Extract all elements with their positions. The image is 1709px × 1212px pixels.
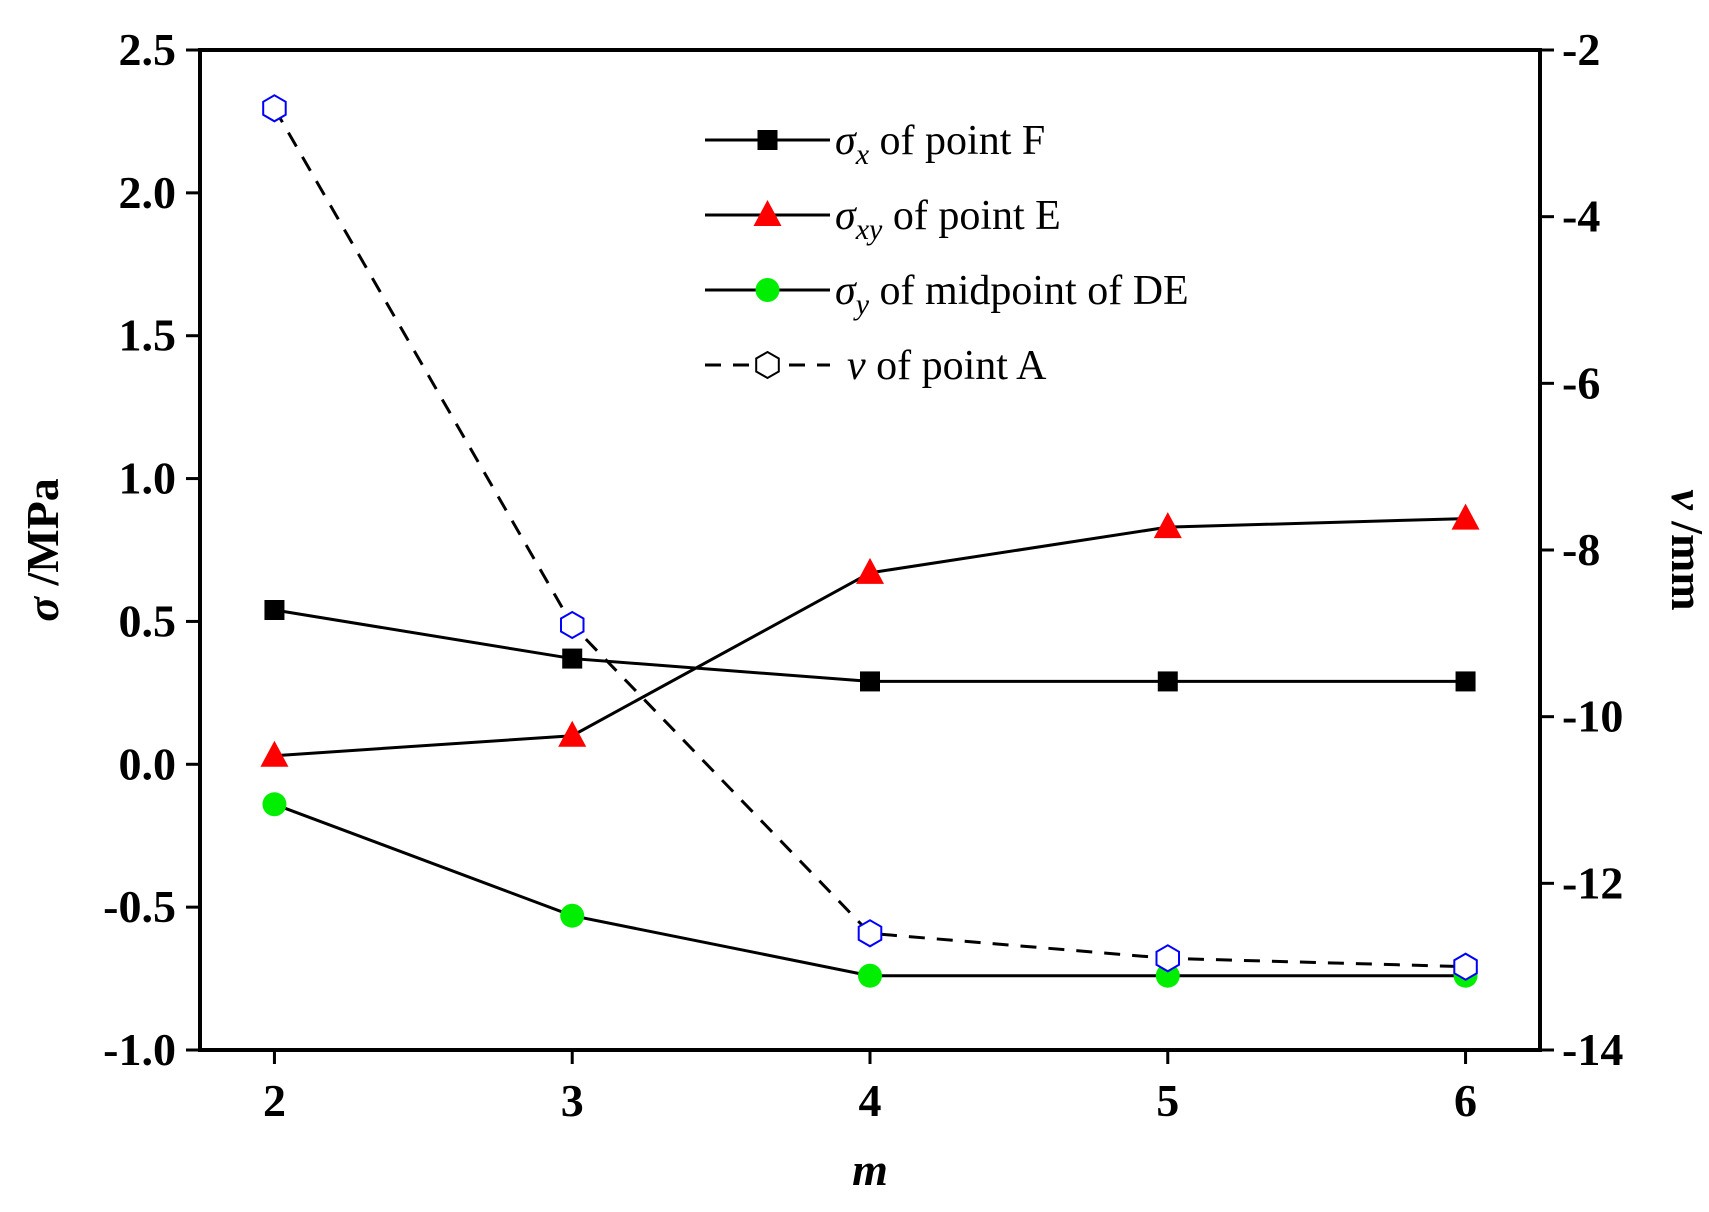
left-tick-label: 2.5: [119, 24, 177, 75]
series-0-point: [1157, 671, 1178, 692]
legend-subscript: y: [853, 288, 870, 321]
legend-symbol: σ: [835, 268, 858, 314]
left-axis-title: σ /MPa: [17, 478, 68, 622]
right-axis-title: v /mm: [1662, 489, 1709, 610]
series-3-point: [857, 919, 883, 948]
series-3-point: [560, 610, 585, 640]
axis-ticks-layer: 2 3 4 5 6 -1.0 -0.5 0.0 0.5 1.0 1.5 2.0 2.5 -14 -12 -10…: [103, 24, 1623, 1126]
series-0-point: [1455, 671, 1476, 692]
x-tick-label: 6: [1454, 1075, 1477, 1126]
right-tick-label: -14: [1562, 1024, 1623, 1075]
right-tick-label: -10: [1562, 691, 1623, 742]
legend-marker-0: [757, 130, 778, 150]
left-tick-label: 0.5: [119, 595, 177, 646]
series-line-2: [273, 802, 1466, 978]
right-tick-label: -4: [1562, 191, 1600, 242]
series-0-point: [562, 648, 583, 669]
legend-subscript: x: [855, 138, 870, 171]
series-2-point: [560, 903, 585, 928]
right-tick-label: -2: [1562, 24, 1600, 75]
right-axis-unit: /mm: [1662, 510, 1709, 611]
right-axis-symbol: v: [1662, 489, 1709, 510]
series-3-point: [1453, 952, 1478, 981]
series-2-point: [262, 792, 287, 817]
series-line-1: [274, 517, 1466, 758]
series-0-point: [264, 600, 285, 620]
x-tick-label: 4: [859, 1075, 882, 1126]
series-1-point: [558, 720, 587, 747]
left-axis-symbol: σ: [17, 596, 68, 622]
legend-label-3: v of point A: [847, 343, 1047, 389]
legend-label-0: σx of point F: [835, 118, 1045, 171]
legend-marker-2: [755, 278, 780, 302]
legend-marker-3: [755, 350, 780, 380]
legend-label-1: σxy of point E: [835, 193, 1061, 246]
series-layer: [260, 94, 1480, 988]
right-tick-label: -8: [1562, 524, 1600, 575]
legend-text-rest: of point F: [869, 118, 1045, 164]
series-3-point: [262, 94, 287, 123]
x-axis-title: m: [852, 1144, 888, 1195]
series-1-point: [1451, 503, 1480, 530]
series-1-point: [260, 740, 289, 767]
left-axis-unit: /MPa: [17, 478, 68, 597]
series-3-point: [1155, 944, 1180, 973]
right-tick-label: -12: [1562, 857, 1623, 908]
legend-symbol: σ: [835, 193, 858, 239]
series-2-point: [1155, 963, 1180, 988]
series-2-point: [858, 963, 882, 988]
legend-text-rest: of point E: [882, 193, 1060, 239]
left-tick-label: 1.0: [119, 453, 177, 504]
x-tick-label: 3: [561, 1075, 584, 1126]
legend-label-2: σy of midpoint of DE: [835, 268, 1189, 321]
plot-frame: [198, 48, 1542, 1052]
left-tick-label: -1.0: [103, 1024, 176, 1075]
legend-marker-1: [753, 200, 782, 226]
left-tick-label: 1.5: [119, 310, 177, 361]
left-tick-label: 2.0: [119, 167, 177, 218]
legend-text-rest: of midpoint of DE: [869, 268, 1189, 314]
legend-text-rest: of point A: [866, 343, 1048, 389]
legend-symbol: v: [847, 343, 866, 389]
series-line-3: [273, 107, 1466, 969]
x-tick-label: 2: [263, 1075, 286, 1126]
left-tick-label: 0.0: [119, 738, 177, 789]
x-tick-label: 5: [1156, 1075, 1179, 1126]
series-1-point: [1153, 512, 1182, 539]
series-0-point: [860, 671, 880, 692]
legend-symbol: σ: [835, 118, 858, 164]
right-tick-label: -6: [1562, 357, 1600, 408]
series-line-0: [274, 608, 1466, 683]
series-1-point: [856, 557, 884, 584]
left-tick-label: -0.5: [103, 881, 176, 932]
legend-subscript: xy: [855, 213, 883, 246]
